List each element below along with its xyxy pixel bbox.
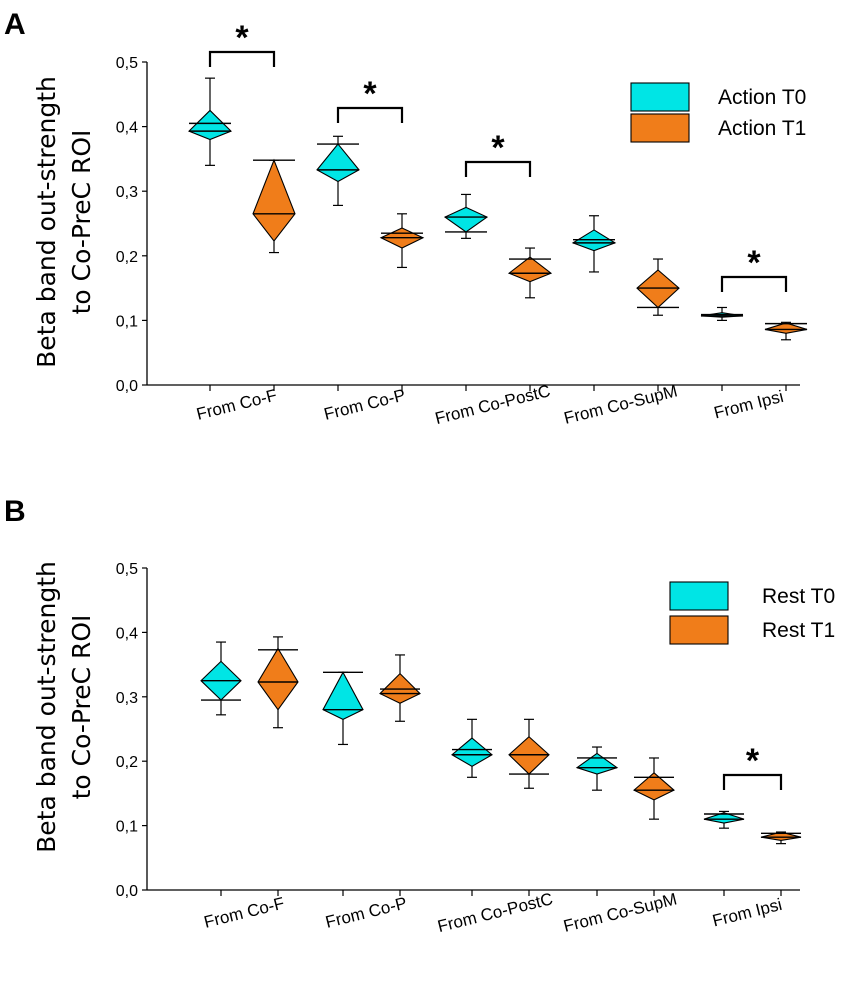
box-t1	[633, 757, 675, 820]
y-tick-label: 0,2	[116, 249, 138, 266]
category-label: From Co-P	[324, 893, 409, 932]
y-axis-label: Beta band out-strength to Co-PreC ROI	[32, 76, 96, 368]
box-shape	[760, 831, 802, 841]
box-t0	[188, 77, 232, 166]
significance-bracket	[208, 50, 276, 67]
category-label: From Co-SupM	[562, 381, 679, 428]
y-tick-label: 0,0	[116, 883, 138, 900]
box-shape	[764, 322, 808, 334]
box-t0	[200, 641, 242, 716]
y-tick-label: 0,2	[116, 754, 138, 771]
box-t1	[257, 636, 299, 729]
box-shape	[322, 671, 364, 720]
box-shape	[451, 737, 493, 767]
y-tick-label: 0,5	[116, 55, 138, 72]
y-tick-label: 0,4	[116, 625, 138, 642]
significance-star: *	[746, 742, 760, 780]
y-tick-label: 0,1	[116, 313, 138, 330]
panel-letter-a: A	[4, 8, 26, 41]
box-shape	[703, 812, 745, 824]
box-t0	[571, 215, 617, 273]
panel-b-chart: 0,0 0,1 0,2 0,3 0,4 0,5 Beta band out-strength…	[32, 561, 835, 936]
box-t0	[700, 306, 744, 321]
box-shape	[443, 206, 489, 233]
y-tick-label: 0,5	[116, 561, 138, 578]
significance-bracket	[336, 106, 404, 123]
box-t1	[764, 321, 808, 341]
legend-swatch-t1	[630, 113, 690, 143]
significance-bracket	[722, 773, 783, 790]
y-tick-label: 0,3	[116, 690, 138, 707]
legend-label: Action T1	[718, 117, 806, 140]
legend-label: Rest T0	[762, 585, 835, 608]
box-shape	[316, 143, 360, 183]
significance-star: *	[747, 244, 761, 282]
category-label: From Co-SupM	[562, 889, 679, 936]
y-tick-label: 0,4	[116, 120, 138, 137]
box-t0	[451, 718, 493, 778]
y-axis-label-line: Beta band out-strength	[32, 76, 61, 368]
box-t0	[703, 810, 745, 829]
category-label: From Co-F	[195, 386, 279, 424]
significance-bracket	[464, 160, 532, 177]
box-t0	[443, 193, 489, 239]
category-label: From Co-F	[202, 894, 286, 932]
box-t0	[575, 746, 619, 791]
legend-label: Action T0	[718, 86, 806, 109]
legend-swatch-t0	[669, 581, 729, 611]
box-t1	[760, 831, 802, 845]
significance-bracket	[720, 275, 788, 292]
box-shape	[507, 256, 553, 283]
category-label: From Ipsi	[711, 895, 784, 931]
significance-star: *	[235, 19, 249, 57]
box-shape	[252, 158, 296, 242]
legend-swatch-t0	[630, 82, 690, 112]
box-t0	[316, 135, 360, 207]
y-axis-label-line: Beta band out-strength	[32, 561, 61, 853]
box-shape	[257, 647, 299, 711]
y-tick-label: 0,0	[116, 378, 138, 395]
box-shape	[575, 752, 619, 775]
category-label: From Ipsi	[712, 387, 785, 423]
y-axis-label-line: to Co-PreC ROI	[67, 130, 96, 315]
category-label: From Co-PostC	[436, 889, 555, 936]
legend-label: Rest T1	[762, 619, 835, 642]
box-shape	[188, 109, 232, 141]
box-shape	[633, 772, 675, 801]
legend-swatch-t1	[669, 615, 729, 645]
y-axis-label: Beta band out-strength to Co-PreC ROI	[32, 561, 96, 853]
box-t0	[322, 671, 364, 746]
category-label: From Co-PostC	[433, 381, 552, 428]
significance-star: *	[491, 129, 505, 167]
box-t1	[636, 258, 680, 316]
y-tick-label: 0,1	[116, 819, 138, 836]
box-t1	[379, 654, 421, 722]
y-tick-label: 0,3	[116, 184, 138, 201]
panel-letter-b: B	[4, 495, 26, 528]
significance-star: *	[363, 75, 377, 113]
category-label: From Co-P	[322, 385, 407, 424]
box-t1	[508, 718, 550, 789]
panel-a-chart: 0,0 0,1 0,2 0,3 0,4 0,5 Beta band out-strength…	[32, 19, 808, 428]
box-t1	[252, 158, 296, 254]
box-t1	[507, 247, 553, 299]
box-t1	[379, 213, 425, 269]
y-axis-label-line: to Co-PreC ROI	[67, 615, 96, 800]
